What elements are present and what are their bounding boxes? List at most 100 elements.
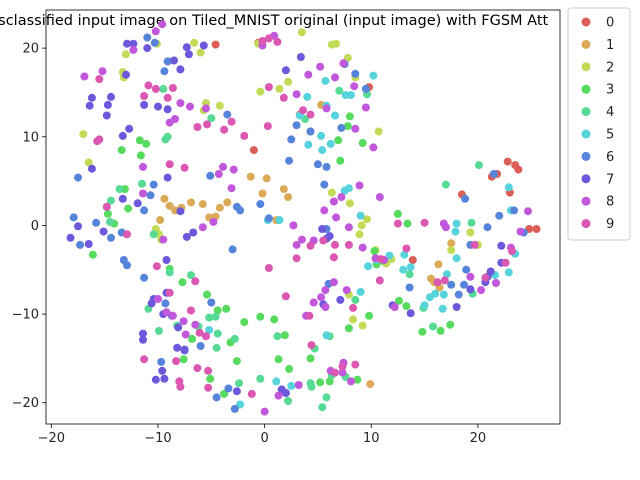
point-digit-0 xyxy=(532,225,541,233)
point-digit-5 xyxy=(205,326,214,334)
point-digit-0 xyxy=(503,157,512,166)
point-digit-8 xyxy=(297,235,306,244)
point-digit-6 xyxy=(405,283,414,292)
point-digit-8 xyxy=(168,311,177,320)
point-digit-9 xyxy=(305,311,314,320)
point-digit-7 xyxy=(151,375,160,384)
point-digit-5 xyxy=(420,301,429,310)
point-digit-8 xyxy=(361,103,370,112)
point-digit-3 xyxy=(402,302,411,311)
point-digit-2 xyxy=(190,38,199,47)
point-digit-8 xyxy=(320,206,329,215)
point-digit-9 xyxy=(263,122,272,131)
legend-marker-0 xyxy=(581,17,591,27)
point-digit-3 xyxy=(136,151,145,160)
point-digit-6 xyxy=(123,261,131,270)
point-digit-7 xyxy=(139,329,147,338)
point-digit-2 xyxy=(256,87,265,96)
point-digit-1 xyxy=(198,200,207,209)
point-digit-6 xyxy=(92,218,101,227)
point-digit-6 xyxy=(510,206,519,215)
point-digit-3 xyxy=(334,136,343,145)
point-digit-7 xyxy=(163,173,172,182)
point-digit-4 xyxy=(235,379,243,388)
point-digit-1 xyxy=(447,239,456,248)
point-digit-3 xyxy=(395,296,403,305)
point-digit-9 xyxy=(338,362,347,371)
point-digit-3 xyxy=(222,304,231,313)
x-tick-label: 20 xyxy=(470,431,487,446)
point-digit-9 xyxy=(508,247,516,256)
point-digit-3 xyxy=(206,374,215,383)
point-digit-1 xyxy=(187,198,195,207)
point-digit-6 xyxy=(351,69,360,78)
point-digit-6 xyxy=(454,290,463,299)
point-digit-6 xyxy=(287,135,296,144)
point-digit-2 xyxy=(122,50,130,59)
legend-label-6: 6 xyxy=(606,150,614,165)
point-digit-8 xyxy=(186,102,194,111)
point-digit-6 xyxy=(306,127,315,136)
point-digit-8 xyxy=(322,104,331,113)
point-digit-7 xyxy=(318,225,327,233)
point-digit-7 xyxy=(125,124,134,133)
point-digit-4 xyxy=(155,326,163,335)
point-digit-9 xyxy=(470,240,479,249)
point-digit-3 xyxy=(446,320,455,329)
point-digit-6 xyxy=(146,191,155,200)
point-digit-6 xyxy=(460,280,468,289)
point-digit-2 xyxy=(363,215,371,224)
point-digit-2 xyxy=(343,53,352,62)
point-digit-9 xyxy=(306,110,315,119)
point-digit-4 xyxy=(205,313,214,322)
point-digit-7 xyxy=(232,387,241,396)
point-digit-8 xyxy=(219,162,227,171)
point-digit-5 xyxy=(439,290,448,299)
point-digit-9 xyxy=(240,131,249,140)
point-digit-1 xyxy=(223,198,232,207)
point-digit-6 xyxy=(212,393,221,402)
legend-label-7: 7 xyxy=(606,172,614,187)
point-digit-8 xyxy=(309,298,318,307)
legend-label-0: 0 xyxy=(606,16,614,31)
point-digit-2 xyxy=(357,221,366,230)
point-digit-3 xyxy=(403,219,412,228)
point-digit-7 xyxy=(74,222,82,231)
point-digit-8 xyxy=(466,272,475,281)
point-digit-5 xyxy=(317,131,326,140)
point-digit-7 xyxy=(173,343,182,352)
point-digit-9 xyxy=(292,254,301,263)
point-digit-6 xyxy=(163,57,172,66)
point-digit-6 xyxy=(140,206,149,215)
point-digit-8 xyxy=(316,62,325,71)
point-digit-1 xyxy=(434,260,443,269)
point-digit-8 xyxy=(98,67,107,76)
point-digit-9 xyxy=(123,230,131,239)
point-digit-7 xyxy=(336,295,345,304)
point-digit-6 xyxy=(285,156,294,165)
plot-area xyxy=(66,20,541,416)
point-digit-9 xyxy=(172,357,181,366)
legend-label-2: 2 xyxy=(606,60,614,75)
point-digit-8 xyxy=(154,295,162,303)
point-digit-9 xyxy=(376,255,385,264)
y-tick-label: 10 xyxy=(22,130,39,145)
point-digit-8 xyxy=(179,317,188,326)
point-digit-7 xyxy=(85,101,94,110)
point-digit-9 xyxy=(440,276,449,285)
point-digit-3 xyxy=(203,290,211,299)
point-digit-8 xyxy=(339,59,348,68)
legend-marker-4 xyxy=(581,107,591,117)
point-digit-9 xyxy=(349,303,358,312)
legend-marker-9 xyxy=(581,219,591,229)
point-digit-4 xyxy=(106,217,114,226)
point-digit-3 xyxy=(370,247,379,256)
point-digit-3 xyxy=(343,122,352,131)
point-digit-1 xyxy=(366,380,375,389)
point-digit-2 xyxy=(355,230,364,239)
point-digit-5 xyxy=(322,331,331,340)
point-digit-6 xyxy=(150,38,159,47)
point-digit-4 xyxy=(107,196,115,205)
point-digit-9 xyxy=(375,276,384,285)
